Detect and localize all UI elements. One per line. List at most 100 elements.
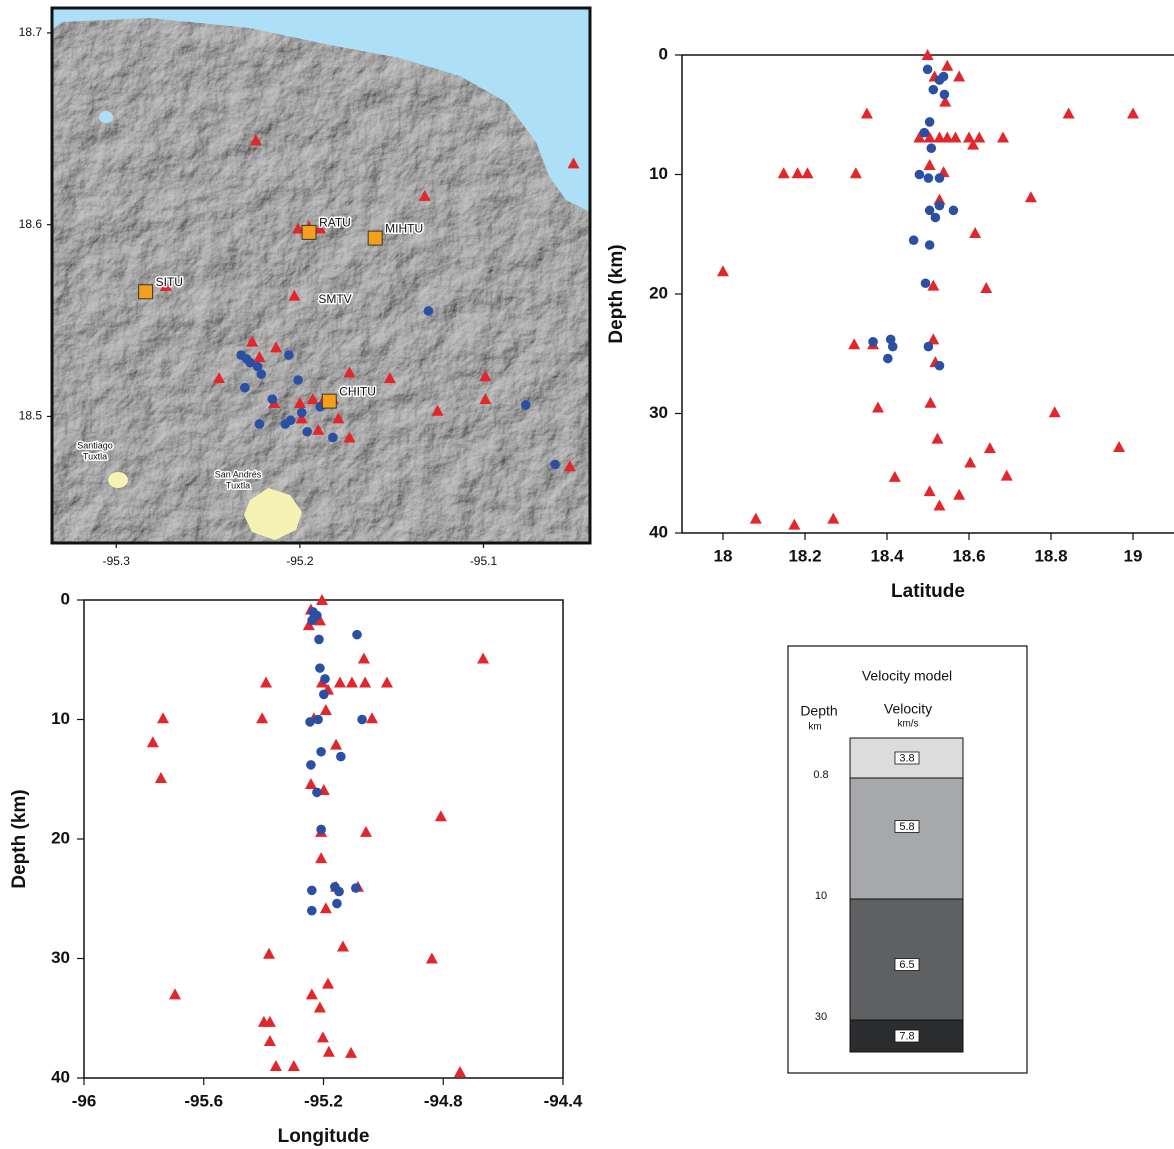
- event-circle: [307, 616, 317, 626]
- event-circle: [280, 419, 290, 429]
- y-tick-label: 18.5: [19, 409, 43, 423]
- event-triangle: [933, 500, 945, 511]
- event-triangle: [320, 902, 332, 913]
- event-triangle: [717, 265, 729, 276]
- y-axis-label: Depth (km): [9, 789, 30, 888]
- event-circle: [931, 213, 941, 223]
- x-tick-label: -94.8: [424, 1091, 463, 1110]
- event-circle: [302, 427, 312, 437]
- event-triangle: [381, 676, 393, 687]
- event-circle: [313, 715, 323, 725]
- event-triangle: [288, 1060, 300, 1071]
- event-triangle: [334, 676, 346, 687]
- town-label: Santiago: [77, 440, 113, 450]
- event-circle: [297, 408, 307, 418]
- velocity-label: 6.5: [899, 959, 914, 971]
- town-label: Tuxtla: [226, 480, 250, 490]
- y-tick-label: 10: [51, 709, 70, 728]
- event-triangle: [270, 1060, 282, 1071]
- event-triangle: [889, 471, 901, 482]
- lake: [99, 111, 113, 123]
- event-circle: [240, 383, 250, 393]
- depth-unit: km: [808, 722, 821, 733]
- event-triangle: [330, 739, 342, 750]
- event-circle: [883, 354, 893, 364]
- x-tick-label: 18.2: [788, 546, 821, 565]
- event-circle: [307, 906, 317, 916]
- event-circle: [328, 433, 338, 443]
- event-circle: [935, 75, 945, 85]
- x-tick-label: 18.4: [870, 546, 904, 565]
- event-circle: [315, 663, 325, 673]
- station-label: SITU: [156, 275, 183, 289]
- event-triangle: [1025, 191, 1037, 202]
- event-circle: [257, 369, 267, 379]
- event-triangle: [263, 948, 275, 959]
- event-circle: [935, 201, 945, 211]
- volcano-label: SMTV: [318, 292, 351, 306]
- event-triangle: [792, 167, 804, 178]
- y-tick-label: 10: [649, 164, 668, 183]
- event-circle: [312, 788, 322, 798]
- velocity-model: Velocity model Depth km Velocity km/s 3.…: [788, 646, 1027, 1073]
- y-tick-label: 30: [649, 403, 668, 422]
- x-tick-label: -96: [72, 1091, 97, 1110]
- depth-label: 0.8: [813, 769, 828, 781]
- event-triangle: [155, 772, 167, 783]
- station-label: RATU: [319, 216, 351, 230]
- y-axis-label: Depth (km): [606, 244, 627, 343]
- event-triangle: [750, 513, 762, 524]
- event-triangle: [315, 852, 327, 863]
- figure: Velocity model Depth km Velocity km/s 3.…: [0, 0, 1174, 1149]
- event-triangle: [1113, 441, 1125, 452]
- event-circle: [307, 886, 317, 896]
- town-label: Tuxtla: [83, 451, 107, 461]
- event-triangle: [323, 1046, 335, 1057]
- event-circle: [550, 460, 560, 470]
- station: [302, 225, 316, 239]
- event-triangle: [984, 442, 996, 453]
- station: [368, 231, 382, 245]
- event-circle: [293, 375, 303, 385]
- x-axis-label: Latitude: [891, 581, 965, 602]
- event-circle: [925, 240, 935, 250]
- event-triangle: [778, 167, 790, 178]
- event-triangle: [949, 131, 961, 142]
- event-circle: [268, 394, 278, 404]
- x-tick-label: 18: [714, 546, 733, 565]
- event-circle: [284, 350, 294, 360]
- event-triangle: [1063, 108, 1075, 119]
- event-triangle: [360, 826, 372, 837]
- event-triangle: [477, 653, 489, 664]
- event-circle: [314, 635, 324, 645]
- event-circle: [923, 65, 933, 75]
- event-circle: [332, 899, 342, 909]
- event-circle: [306, 760, 316, 770]
- event-triangle: [850, 167, 862, 178]
- event-triangle: [872, 402, 884, 413]
- event-circle: [924, 173, 934, 183]
- event-triangle: [931, 433, 943, 444]
- y-tick-label: 18.7: [19, 25, 43, 39]
- y-tick-label: 18.6: [19, 217, 43, 231]
- event-triangle: [147, 736, 159, 747]
- depth-label: 30: [815, 1011, 827, 1023]
- x-tick-label: -95.2: [286, 554, 314, 568]
- town-area: [108, 472, 128, 488]
- event-triangle: [346, 676, 358, 687]
- event-triangle: [305, 778, 317, 789]
- station: [322, 394, 336, 408]
- event-triangle: [317, 1031, 329, 1042]
- x-tick-label: -95.6: [184, 1091, 223, 1110]
- town-label: San Andrés: [215, 469, 262, 479]
- event-triangle: [997, 131, 1009, 142]
- velocity-model-title: Velocity model: [862, 668, 952, 684]
- event-circle: [424, 306, 434, 316]
- x-tick-label: -95.2: [304, 1091, 343, 1110]
- event-circle: [521, 400, 531, 410]
- page: Velocity model Depth km Velocity km/s 3.…: [0, 0, 1174, 1149]
- event-circle: [909, 235, 919, 245]
- x-tick-label: 18.8: [1034, 546, 1067, 565]
- event-triangle: [924, 485, 936, 496]
- depth-header: Depth: [800, 703, 837, 719]
